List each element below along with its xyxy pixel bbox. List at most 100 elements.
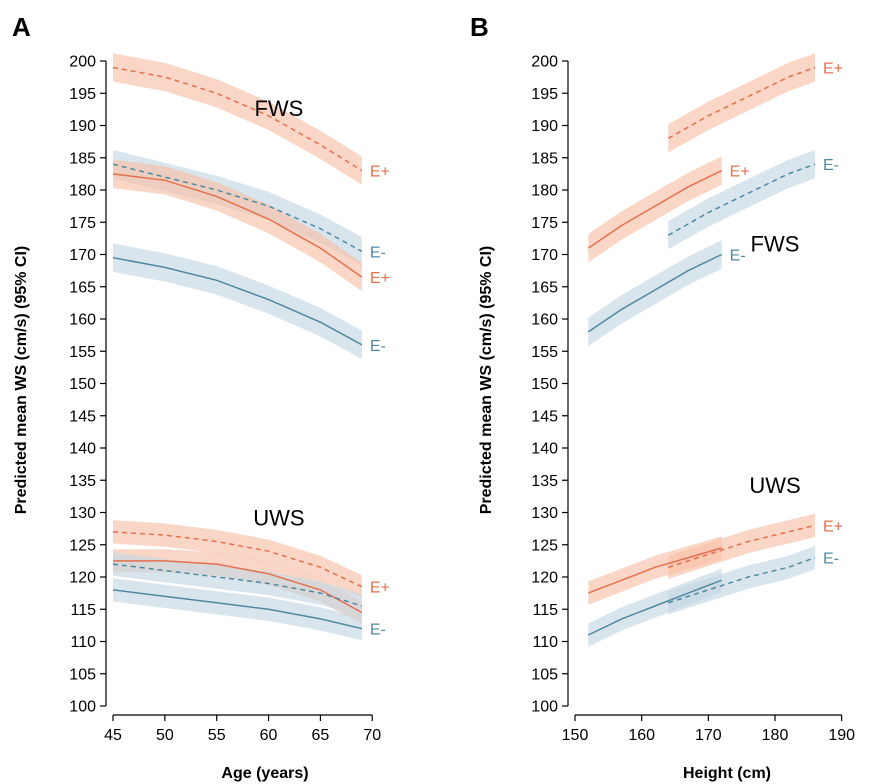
y-tick-label: 110: [532, 634, 558, 651]
ci-band: [588, 156, 722, 263]
panel-letter: A: [12, 12, 31, 42]
group-label: UWS: [253, 505, 304, 530]
series-end-label: E+: [370, 580, 390, 597]
x-axis-title: Age (years): [221, 765, 308, 782]
ci-band: [113, 243, 362, 359]
x-tick-label: 180: [762, 727, 789, 744]
y-axis-title: Predicted mean WS (cm/s) (95% CI): [13, 246, 30, 515]
y-tick-label: 145: [69, 408, 96, 425]
x-tick-label: 60: [260, 727, 278, 744]
series-line: [112, 66, 363, 172]
y-tick-label: 155: [69, 344, 96, 361]
y-tick-label: 100: [69, 699, 96, 716]
y-tick-label: 180: [531, 183, 558, 200]
ci-band: [668, 53, 815, 153]
panel-b: B 100 105 110 115 120 125 130 135 140 145 150 155 160…: [470, 12, 855, 782]
y-tick-label: 165: [69, 279, 96, 296]
y-tick-label: 195: [531, 86, 558, 103]
x-tick-label: 190: [828, 727, 855, 744]
y-tick-label: 130: [531, 505, 558, 522]
series-line: [667, 163, 816, 236]
y-tick-label: 120: [69, 570, 96, 587]
x-tick-label: 160: [628, 727, 655, 744]
ci-band: [668, 150, 815, 250]
y-tick-label: 105: [531, 666, 558, 683]
y-axis-title: Predicted mean WS (cm/s) (95% CI): [478, 246, 495, 515]
ci-band: [588, 568, 722, 647]
y-tick-label: 110: [70, 634, 96, 651]
y-tick-label: 180: [69, 183, 96, 200]
x-tick-label: 45: [104, 727, 122, 744]
y-tick-label: 120: [531, 570, 558, 587]
y-tick-label: 100: [531, 699, 558, 716]
series-line: [587, 253, 723, 333]
y-tick-label: 175: [531, 215, 558, 232]
ci-band: [113, 520, 362, 599]
ci-band: [113, 159, 362, 292]
y-tick-label: 140: [531, 441, 558, 458]
series-end-label: E+: [370, 164, 390, 181]
series-line: [112, 256, 363, 346]
y-tick-label: 190: [531, 118, 558, 135]
y-tick-label: 160: [531, 312, 558, 329]
y-tick-label: 170: [531, 247, 558, 264]
y-tick-label: 185: [531, 150, 558, 167]
ci-band: [113, 578, 362, 641]
y-tick-label: 200: [69, 54, 96, 71]
x-axis-title: Height (cm): [683, 765, 771, 782]
series-end-label: E-: [823, 157, 839, 174]
y-tick-label: 115: [532, 602, 558, 619]
y-tick-label: 145: [531, 408, 558, 425]
group-label: UWS: [749, 473, 800, 498]
panel-a: A 100 105 110 115 120 125 130 135 140 145 150 155 160…: [12, 12, 390, 782]
series-end-label: E-: [370, 622, 386, 639]
series-line: [112, 589, 363, 630]
x-tick-label: 65: [312, 727, 330, 744]
group-label: FWS: [254, 96, 303, 121]
series-line: [113, 560, 363, 614]
y-tick-label: 155: [531, 344, 558, 361]
y-tick-label: 140: [69, 441, 96, 458]
y-tick-label: 195: [69, 86, 96, 103]
y-tick-label: 175: [69, 215, 96, 232]
y-tick-label: 135: [69, 473, 96, 490]
x-tick-label: 50: [156, 727, 174, 744]
x-tick-label: 55: [208, 727, 226, 744]
series-end-label: E+: [823, 60, 843, 77]
y-tick-label: 135: [531, 473, 558, 490]
y-tick-label: 125: [69, 537, 96, 554]
x-tick-label: 70: [363, 727, 381, 744]
group-label: FWS: [751, 231, 800, 256]
ci-band: [113, 552, 362, 618]
y-tick-label: 170: [69, 247, 96, 264]
series-end-label: E-: [370, 244, 386, 261]
y-tick-label: 185: [69, 150, 96, 167]
ci-band: [588, 240, 722, 347]
y-tick-label: 160: [69, 312, 96, 329]
ci-band: [113, 53, 362, 185]
series-line: [588, 547, 722, 594]
series-line: [668, 556, 816, 604]
series-end-label: E+: [730, 164, 750, 181]
series-line: [112, 163, 363, 252]
ci-band: [588, 536, 722, 605]
series-end-label: E-: [823, 551, 839, 568]
x-tick-label: 150: [562, 727, 589, 744]
x-tick-label: 170: [695, 727, 722, 744]
y-tick-label: 200: [531, 54, 558, 71]
series-line: [587, 579, 722, 636]
series-end-label: E+: [370, 270, 390, 287]
y-tick-label: 165: [531, 279, 558, 296]
series-line: [112, 531, 363, 588]
series-line: [587, 169, 723, 249]
series-end-label: E+: [823, 518, 843, 535]
series-line: [668, 524, 816, 569]
y-tick-label: 190: [69, 118, 96, 135]
series-line: [112, 563, 363, 607]
panel-letter: B: [470, 12, 489, 42]
y-tick-label: 105: [69, 666, 96, 683]
y-tick-label: 130: [69, 505, 96, 522]
series-line: [112, 173, 363, 278]
series-end-label: E-: [730, 248, 746, 265]
